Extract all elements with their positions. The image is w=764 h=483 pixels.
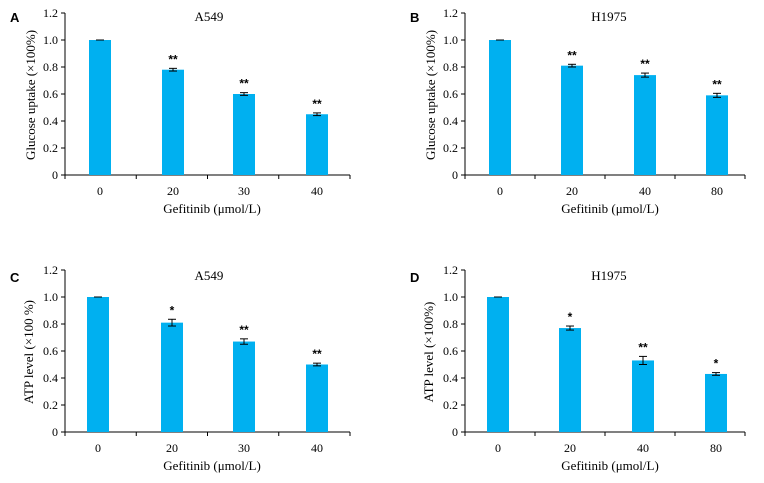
x-tick-label: 30 <box>238 184 250 198</box>
y-tick-label: 0.6 <box>443 87 458 101</box>
bar-20 <box>161 322 183 432</box>
chart-panel-d: D H1975 0 0.2 0.4 0.6 0.8 1.0 1.2 0 * 20 ** 40 * 80 Gefi… <box>410 263 746 473</box>
significance-marker: ** <box>312 347 322 361</box>
x-axis-label: Gefitinib (μmol/L) <box>163 458 261 473</box>
y-tick-label: 0 <box>52 425 58 439</box>
significance-marker: ** <box>638 340 648 354</box>
y-tick-label: 0.6 <box>443 344 458 358</box>
bar-80 <box>706 95 728 175</box>
x-axis-label: Gefitinib (μmol/L) <box>561 458 659 473</box>
y-tick-label: 1.0 <box>43 33 58 47</box>
chart-title: H1975 <box>591 9 626 24</box>
y-tick-label: 0.8 <box>43 60 58 74</box>
x-tick-label: 40 <box>311 184 323 198</box>
chart-panel-b: B H1975 0 0.2 0.4 0.6 0.8 1.0 1.2 0 ** 20 ** 40 ** 80 Ge… <box>410 6 746 216</box>
x-tick-label: 40 <box>637 441 649 455</box>
bar-40 <box>306 364 328 432</box>
bar-30 <box>233 94 255 175</box>
bar-20 <box>162 69 184 175</box>
y-axis-label: ATP level (×100 %) <box>21 300 36 404</box>
x-tick-label: 20 <box>167 184 179 198</box>
significance-marker: ** <box>712 77 722 91</box>
x-axis-label: Gefitinib (μmol/L) <box>561 201 659 216</box>
significance-marker: ** <box>312 97 322 111</box>
chart-title: A549 <box>195 9 224 24</box>
chart-title: A549 <box>195 268 224 283</box>
significance-marker: * <box>170 303 175 317</box>
x-tick-label: 0 <box>97 184 103 198</box>
bar-0 <box>87 297 109 432</box>
significance-marker: * <box>714 357 719 371</box>
panel-label: A <box>10 10 20 25</box>
y-tick-label: 0.2 <box>43 141 58 155</box>
x-tick-label: 80 <box>711 184 723 198</box>
x-tick-label: 0 <box>497 184 503 198</box>
significance-marker: ** <box>567 48 577 62</box>
y-axis-label: ATP level (×100%) <box>421 302 436 403</box>
y-tick-label: 0.4 <box>43 371 58 385</box>
y-tick-label: 0.4 <box>43 114 58 128</box>
bar-40 <box>634 75 656 175</box>
bar-80 <box>705 373 727 432</box>
chart-panel-c: C A549 0 0.2 0.4 0.6 0.8 1.0 1.2 0 * 20 ** 30 ** 40 Gefi… <box>10 263 351 473</box>
x-tick-label: 0 <box>95 441 101 455</box>
bar-30 <box>233 341 255 432</box>
x-tick-label: 20 <box>166 441 178 455</box>
bar-40 <box>632 360 654 432</box>
y-axis-label: Glucose uptake (×100%) <box>423 30 438 160</box>
y-tick-label: 0.6 <box>43 87 58 101</box>
y-tick-label: 0.4 <box>443 114 458 128</box>
y-tick-label: 1.2 <box>443 6 458 20</box>
chart-panel-a: A A549 0 0.2 0.4 0.6 0.8 1.0 1.2 0 ** 20 ** 30 ** 40 Gef… <box>10 6 351 216</box>
y-tick-label: 0 <box>452 168 458 182</box>
bar-0 <box>89 40 111 175</box>
y-tick-label: 1.0 <box>443 33 458 47</box>
y-tick-label: 1.2 <box>43 263 58 277</box>
x-tick-label: 20 <box>566 184 578 198</box>
significance-marker: ** <box>168 52 178 66</box>
significance-marker: ** <box>239 77 249 91</box>
y-tick-label: 0.2 <box>443 141 458 155</box>
x-tick-label: 30 <box>238 441 250 455</box>
bar-0 <box>487 297 509 432</box>
y-tick-label: 1.2 <box>43 6 58 20</box>
x-tick-label: 80 <box>710 441 722 455</box>
panel-label: D <box>410 270 419 285</box>
y-tick-label: 0.2 <box>443 398 458 412</box>
y-tick-label: 0.6 <box>43 344 58 358</box>
y-tick-label: 0.4 <box>443 371 458 385</box>
bar-20 <box>559 328 581 432</box>
y-tick-label: 0.8 <box>443 317 458 331</box>
x-tick-label: 0 <box>495 441 501 455</box>
y-tick-label: 1.2 <box>443 263 458 277</box>
significance-marker: * <box>568 310 573 324</box>
y-tick-label: 0.2 <box>43 398 58 412</box>
chart-title: H1975 <box>591 268 626 283</box>
y-tick-label: 0 <box>52 168 58 182</box>
y-tick-label: 1.0 <box>43 290 58 304</box>
panel-label: B <box>410 10 419 25</box>
x-tick-label: 40 <box>639 184 651 198</box>
y-tick-label: 1.0 <box>443 290 458 304</box>
x-tick-label: 40 <box>311 441 323 455</box>
bar-20 <box>561 65 583 175</box>
y-tick-label: 0.8 <box>443 60 458 74</box>
y-tick-label: 0 <box>452 425 458 439</box>
x-axis-label: Gefitinib (μmol/L) <box>163 201 261 216</box>
x-tick-label: 20 <box>564 441 576 455</box>
y-tick-label: 0.8 <box>43 317 58 331</box>
significance-marker: ** <box>640 57 650 71</box>
y-axis-label: Glucose uptake (×100%) <box>23 30 38 160</box>
significance-marker: ** <box>239 323 249 337</box>
panel-label: C <box>10 270 20 285</box>
bar-40 <box>306 114 328 175</box>
bar-0 <box>489 40 511 175</box>
